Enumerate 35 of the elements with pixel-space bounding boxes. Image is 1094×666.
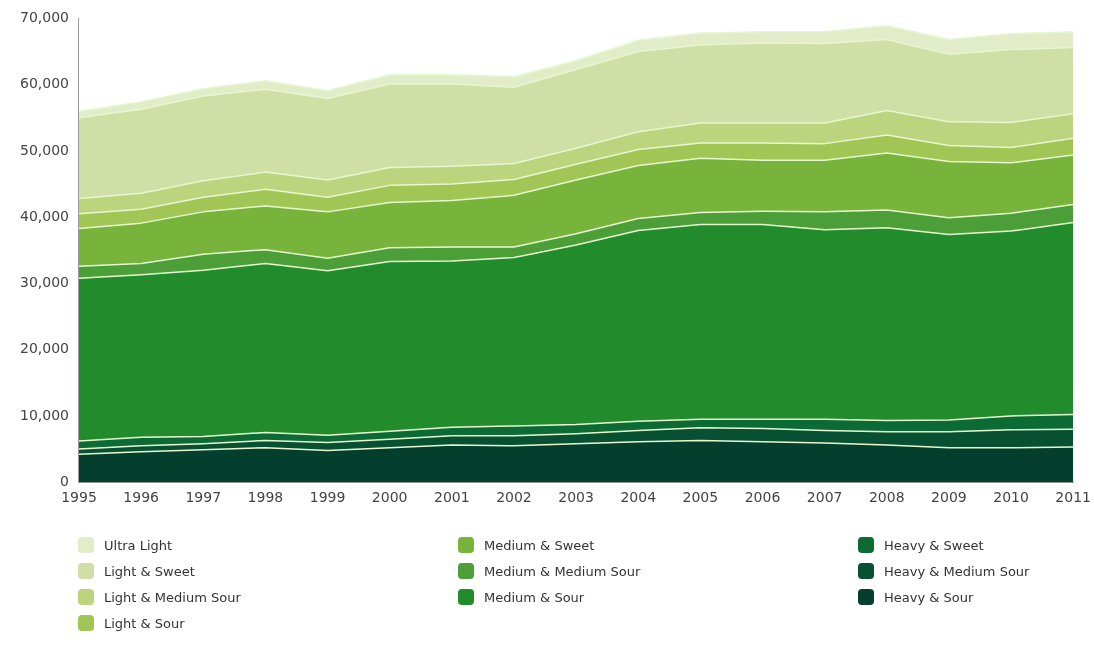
x-tick-label: 2001 — [433, 489, 470, 506]
y-tick-label: 30,000 — [19, 274, 69, 291]
legend-label: Heavy & Sweet — [884, 537, 984, 553]
x-tick-label: 2003 — [558, 489, 594, 506]
legend-label: Light & Sweet — [104, 563, 195, 579]
x-tick-label: 2004 — [620, 489, 657, 506]
x-tick-label: 2009 — [931, 489, 967, 506]
x-tick-label: 2010 — [993, 489, 1029, 506]
legend-label: Ultra Light — [104, 537, 173, 553]
x-tick-label: 1995 — [61, 489, 97, 506]
x-tick-label: 2006 — [744, 489, 781, 506]
x-tick-label: 1996 — [123, 489, 160, 506]
legend-label: Heavy & Sour — [884, 589, 974, 605]
x-tick-label: 2000 — [371, 489, 408, 506]
y-tick-label: 50,000 — [19, 141, 69, 158]
legend-label: Medium & Medium Sour — [484, 563, 641, 579]
x-tick-label: 2007 — [806, 489, 843, 506]
legend-label: Medium & Sour — [484, 589, 585, 605]
x-tick-label: 2005 — [682, 489, 719, 506]
y-tick-label: 70,000 — [19, 9, 69, 26]
x-tick-label: 2008 — [868, 489, 905, 506]
y-tick-label: 20,000 — [19, 340, 69, 357]
y-tick-label: 40,000 — [19, 207, 69, 224]
legend-label: Light & Medium Sour — [104, 589, 241, 605]
legend-label: Medium & Sweet — [484, 537, 595, 553]
x-tick-label: 1998 — [247, 489, 284, 506]
y-tick-label: 60,000 — [19, 75, 69, 92]
y-tick-label: 10,000 — [19, 406, 69, 423]
x-tick-label: 1999 — [309, 489, 346, 506]
legend-label: Light & Sour — [104, 615, 185, 631]
x-tick-label: 2002 — [496, 489, 532, 506]
x-tick-label: 2011 — [1055, 489, 1092, 506]
y-tick-label: 0 — [60, 472, 69, 489]
x-tick-label: 1997 — [185, 489, 222, 506]
legend-label: Heavy & Medium Sour — [884, 563, 1030, 579]
